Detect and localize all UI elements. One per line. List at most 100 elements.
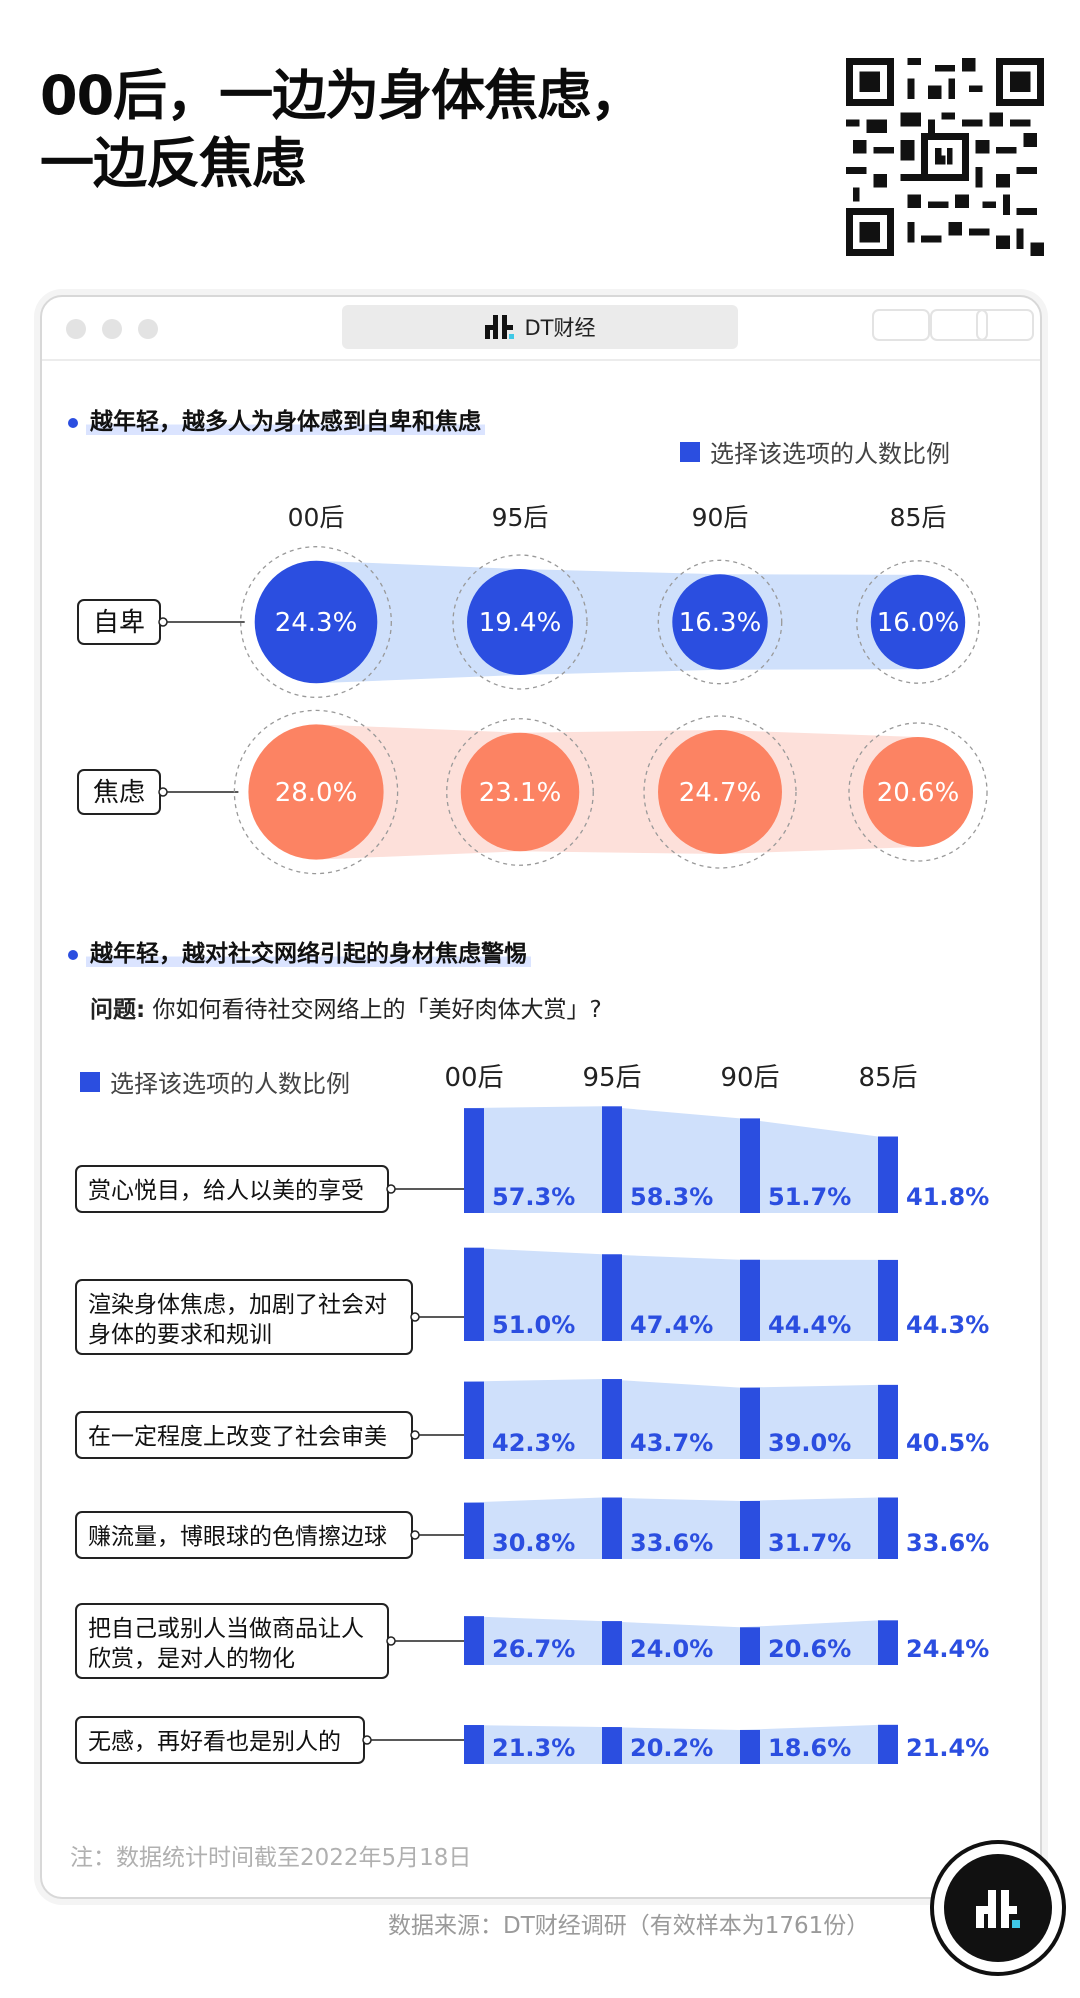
bar xyxy=(464,1381,484,1459)
bar xyxy=(602,1621,622,1665)
bar xyxy=(740,1500,760,1559)
bubble-value-label: 16.0% xyxy=(877,608,960,638)
legend-swatch-icon xyxy=(680,441,700,462)
bar-value-label: 18.6% xyxy=(768,1734,851,1762)
bar-value-label: 40.5% xyxy=(906,1429,989,1457)
bar-band xyxy=(464,1724,898,1764)
title-line-2: 一边反焦虑 xyxy=(40,132,306,195)
bubble xyxy=(658,730,782,854)
section2-heading: 越年轻，越对社交网络引起的身材焦虑警惕 xyxy=(68,934,531,968)
bubble-outline xyxy=(856,560,980,684)
bubble xyxy=(467,569,573,675)
bubble xyxy=(862,736,974,848)
bar-value-label: 21.4% xyxy=(906,1734,989,1762)
bar-option-label-text: 赏心悦目，给人以美的享受 xyxy=(88,1178,364,1204)
section1-heading: 越年轻，越多人为身体感到自卑和焦虑 xyxy=(68,402,485,436)
bar-value-label: 24.4% xyxy=(906,1635,989,1663)
close-window-icon[interactable] xyxy=(66,319,86,339)
bar-option-label-text: 渲染身体焦虑，加剧了社会对 xyxy=(88,1292,387,1318)
qr-code-icon xyxy=(846,58,1044,256)
bubble-row-label: 焦虑 xyxy=(77,769,161,815)
bar-value-label: 41.8% xyxy=(906,1183,989,1211)
title-line-1: 00后，一边为身体焦虑， xyxy=(40,64,644,127)
bubble-value-label: 19.4% xyxy=(479,608,562,638)
maximize-window-icon[interactable] xyxy=(138,319,158,339)
bar-value-label: 24.0% xyxy=(630,1635,713,1663)
bar xyxy=(878,1384,898,1459)
bar-value-label: 26.7% xyxy=(492,1635,575,1663)
window-tab-label: DT财经 xyxy=(524,316,596,340)
bar-band xyxy=(464,1379,898,1459)
bubble-row-label: 自卑 xyxy=(77,599,161,645)
bar-band xyxy=(464,1497,898,1559)
bubble-value-label: 16.3% xyxy=(679,608,762,638)
bar-option-label: 赏心悦目，给人以美的享受 xyxy=(75,1165,389,1213)
bar xyxy=(464,1247,484,1341)
bar-value-label: 47.4% xyxy=(630,1311,713,1339)
bar-band xyxy=(464,1616,898,1665)
section1-bullet-icon xyxy=(68,417,78,428)
bar xyxy=(602,1497,622,1559)
bar-value-label: 43.7% xyxy=(630,1429,713,1457)
bubble-value-label: 24.7% xyxy=(679,778,762,808)
bubble-outline xyxy=(452,554,588,690)
bubble-row-label-text: 自卑 xyxy=(93,608,145,638)
bar-value-label: 21.3% xyxy=(492,1734,575,1762)
bar xyxy=(464,1725,484,1764)
bubble xyxy=(672,574,768,670)
bar-band xyxy=(464,1247,898,1341)
bar-option-label-text: 在一定程度上改变了社会审美 xyxy=(88,1424,387,1450)
record-icon[interactable] xyxy=(872,309,930,341)
bubble xyxy=(254,560,378,684)
bar-option-label-text: 赚流量，博眼球的色情擦边球 xyxy=(88,1524,387,1550)
bubble xyxy=(870,574,966,670)
share-icon[interactable] xyxy=(930,309,988,341)
bubble-outline xyxy=(240,546,392,698)
window-copy-icon[interactable] xyxy=(976,309,1034,341)
bar-category-label: 90后 xyxy=(720,1063,779,1093)
bar-value-label: 30.8% xyxy=(492,1529,575,1557)
bar-value-label: 42.3% xyxy=(492,1429,575,1457)
bubble-value-label: 28.0% xyxy=(275,778,358,808)
bar-value-label: 31.7% xyxy=(768,1529,851,1557)
bar-value-label: 33.6% xyxy=(906,1529,989,1557)
bar xyxy=(878,1136,898,1213)
bar-value-label: 44.4% xyxy=(768,1311,851,1339)
bar-category-label: 00后 xyxy=(444,1063,503,1093)
bar-option-label-text: 身体的要求和规训 xyxy=(88,1322,272,1348)
bar-option-label-text: 无感，再好看也是别人的 xyxy=(88,1729,341,1755)
bar xyxy=(602,1727,622,1764)
bar-band xyxy=(464,1106,898,1213)
bar-value-label: 51.0% xyxy=(492,1311,575,1339)
bar-value-label: 39.0% xyxy=(768,1429,851,1457)
connector-dot xyxy=(158,787,168,797)
minimize-window-icon[interactable] xyxy=(102,319,122,339)
window-tab[interactable]: DT财经 xyxy=(342,305,738,349)
option-bar-chart: 00后 95后 90后 85后 57.3% 58.3% 51.7% 41.8% 赏心悦目，给人以… xyxy=(75,1063,989,1764)
window-titlebar: DT财经 xyxy=(42,297,1040,361)
bubble-band xyxy=(316,724,918,860)
question-label: 问题: xyxy=(90,997,146,1023)
question-text: 你如何看待社交网络上的「美好肉体大赏」? xyxy=(152,997,602,1023)
bar xyxy=(602,1254,622,1341)
connector-dot xyxy=(362,1735,372,1745)
data-source: 数据来源：DT财经调研（有效样本为1761份） xyxy=(388,1913,870,1939)
bubble-outline xyxy=(446,718,594,866)
bar-option-label-text: 欣赏，是对人的物化 xyxy=(88,1646,295,1672)
bubble xyxy=(248,724,384,860)
legend-swatch-icon xyxy=(80,1071,100,1092)
bar-value-label: 20.2% xyxy=(630,1734,713,1762)
bar-value-label: 51.7% xyxy=(768,1183,851,1211)
bar xyxy=(878,1724,898,1764)
bar-option-label-text: 把自己或别人当做商品让人 xyxy=(88,1616,364,1642)
bar-value-label: 58.3% xyxy=(630,1183,713,1211)
bar xyxy=(878,1497,898,1559)
bubble-band xyxy=(316,560,918,684)
bubble-category-label: 00后 xyxy=(288,503,345,532)
bubble-category-label: 95后 xyxy=(492,503,549,532)
bar xyxy=(464,1616,484,1665)
section2-legend: 选择该选项的人数比例 xyxy=(80,1064,350,1099)
bar xyxy=(878,1620,898,1665)
bubble xyxy=(460,732,580,852)
